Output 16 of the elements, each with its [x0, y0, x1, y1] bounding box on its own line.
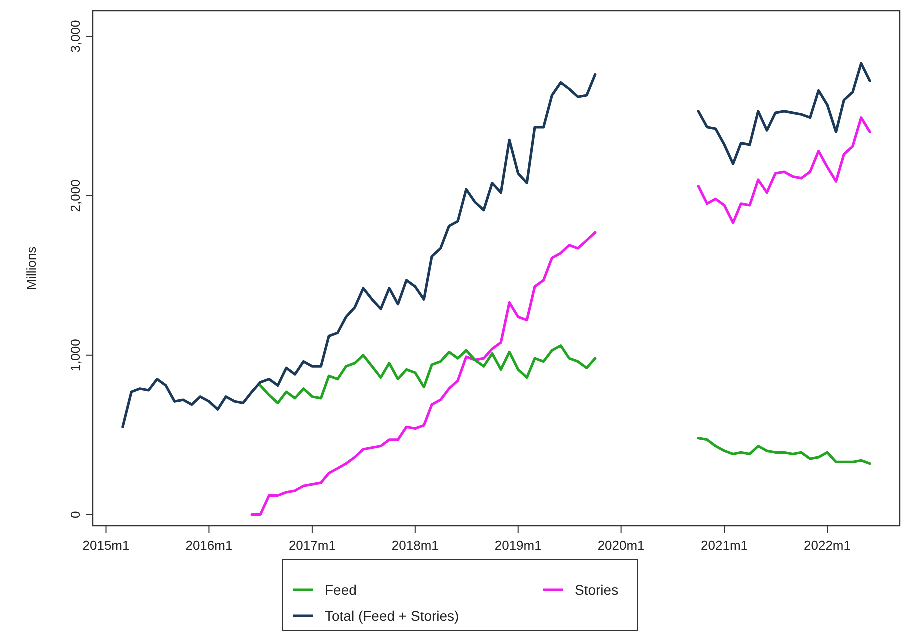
y-tick-label: 0	[68, 511, 83, 518]
legend-label: Feed	[325, 582, 357, 598]
x-tick-label: 2016m1	[186, 538, 233, 553]
legend-label: Stories	[575, 582, 619, 598]
y-tick-label: 3,000	[68, 20, 83, 53]
x-tick-label: 2020m1	[598, 538, 645, 553]
y-tick-label: 1,000	[68, 339, 83, 372]
legend-label: Total (Feed + Stories)	[325, 608, 460, 624]
x-tick-label: 2017m1	[288, 538, 336, 553]
x-tick-label: 2021m1	[701, 538, 748, 553]
y-tick-label: 2,000	[68, 180, 83, 212]
x-tick-label: 2019m1	[494, 538, 542, 553]
x-tick-label: 2018m1	[392, 538, 439, 553]
x-tick-label: 2022m1	[804, 538, 851, 553]
x-tick-label: 2015m1	[82, 538, 130, 553]
y-axis-title: Millions	[24, 246, 39, 290]
